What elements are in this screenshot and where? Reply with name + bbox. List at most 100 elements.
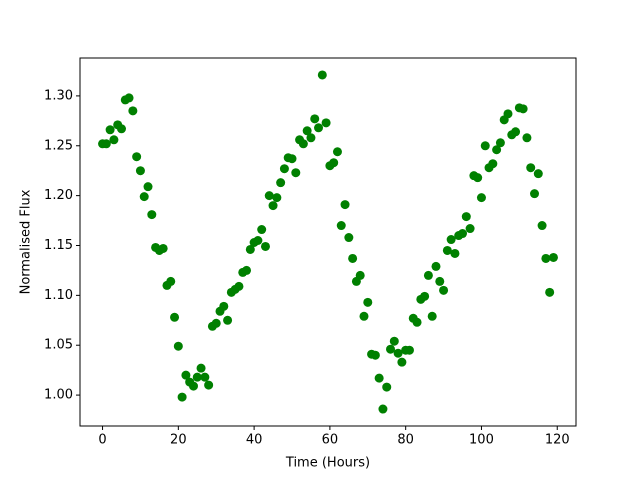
y-axis-label: Normalised Flux	[19, 189, 34, 294]
data-point	[344, 233, 354, 243]
data-point	[518, 104, 528, 114]
data-point	[370, 350, 380, 360]
data-point	[291, 168, 301, 178]
data-point	[124, 93, 134, 103]
data-point	[374, 373, 384, 383]
y-tick-label: 1.00	[44, 388, 73, 403]
data-point	[196, 363, 206, 373]
y-tick-label: 1.05	[44, 338, 73, 353]
data-point	[170, 312, 180, 322]
data-point	[382, 382, 392, 392]
data-point	[359, 311, 369, 321]
data-point	[181, 370, 191, 380]
data-point	[211, 318, 221, 328]
data-point	[257, 225, 267, 235]
x-tick-label: 60	[322, 433, 339, 448]
data-point	[495, 138, 505, 148]
data-point	[450, 248, 460, 258]
data-point	[253, 236, 263, 246]
data-point	[223, 315, 233, 325]
data-point	[245, 244, 255, 254]
data-point	[158, 243, 168, 253]
data-point	[188, 381, 198, 391]
data-point	[545, 287, 555, 297]
y-tick-label: 1.20	[44, 188, 73, 203]
data-point	[166, 276, 176, 286]
data-point	[310, 114, 320, 124]
data-point	[427, 311, 437, 321]
data-point	[242, 265, 252, 275]
data-point	[200, 372, 210, 382]
data-point	[234, 281, 244, 291]
data-point	[541, 253, 551, 263]
data-point	[306, 133, 316, 143]
data-point	[264, 191, 274, 201]
data-point	[298, 139, 308, 149]
data-point	[279, 164, 289, 174]
data-point	[473, 173, 483, 183]
x-tick-label: 20	[170, 433, 187, 448]
data-point	[132, 152, 142, 162]
data-point	[329, 158, 339, 168]
data-point	[268, 201, 278, 211]
y-tick-label: 1.15	[44, 238, 73, 253]
x-tick-label: 40	[246, 433, 263, 448]
data-point	[139, 192, 149, 202]
data-point	[101, 139, 111, 149]
data-point	[397, 357, 407, 367]
data-point	[389, 336, 399, 346]
data-point	[537, 221, 547, 231]
data-point	[526, 163, 536, 173]
data-point	[420, 291, 430, 301]
x-tick-label: 80	[397, 433, 414, 448]
plot-frame	[79, 57, 577, 427]
data-point	[363, 297, 373, 307]
data-point	[431, 261, 441, 271]
data-point	[492, 145, 502, 155]
data-point	[461, 212, 471, 222]
data-point	[109, 135, 119, 145]
data-point	[442, 245, 452, 255]
data-point	[458, 229, 468, 239]
data-point	[480, 141, 490, 151]
data-point	[511, 127, 521, 137]
data-point	[302, 126, 312, 136]
data-point	[446, 235, 456, 245]
data-point	[105, 125, 115, 135]
data-point	[548, 252, 558, 262]
data-point	[317, 70, 327, 80]
data-point	[336, 221, 346, 231]
data-point	[355, 270, 365, 280]
y-tick-label: 1.30	[44, 88, 73, 103]
data-point	[393, 348, 403, 358]
data-point	[272, 193, 282, 203]
data-point	[116, 124, 126, 134]
data-point	[423, 270, 433, 280]
data-point	[332, 147, 342, 157]
data-point	[412, 317, 422, 327]
data-point	[465, 224, 475, 234]
data-point	[260, 241, 270, 251]
data-point	[348, 253, 358, 263]
data-point	[192, 372, 202, 382]
data-point	[143, 182, 153, 192]
data-point	[173, 341, 183, 351]
data-point	[204, 380, 214, 390]
data-point	[530, 189, 540, 199]
y-tick-label: 1.25	[44, 138, 73, 153]
data-point	[219, 301, 229, 311]
data-point	[321, 118, 331, 128]
data-point	[488, 159, 498, 169]
data-point	[128, 106, 138, 116]
data-point	[314, 123, 324, 133]
data-point	[503, 109, 513, 119]
data-point	[435, 276, 445, 286]
data-point	[276, 178, 286, 188]
data-point	[439, 285, 449, 295]
data-point	[386, 344, 396, 354]
y-tick-label: 1.10	[44, 288, 73, 303]
x-tick-label: 120	[545, 433, 570, 448]
data-point	[522, 133, 532, 143]
